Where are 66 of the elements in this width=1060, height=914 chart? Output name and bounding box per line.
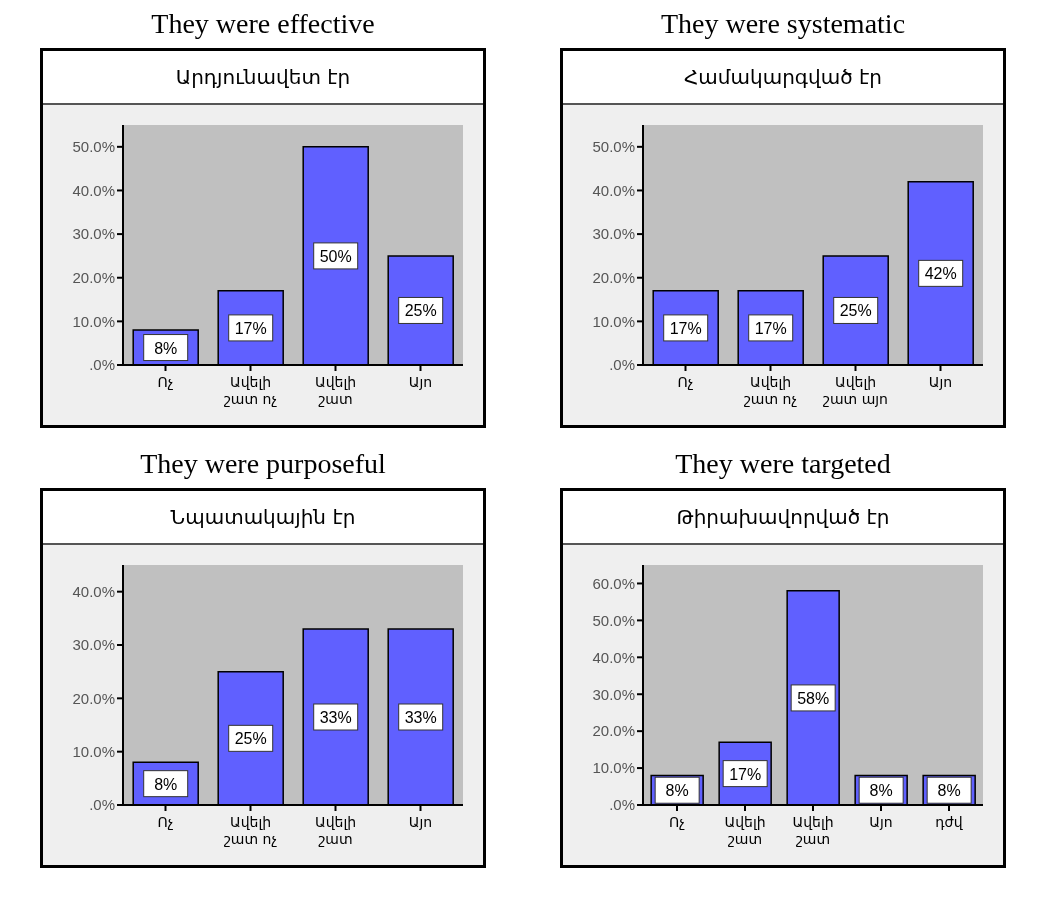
data-label: 58% (797, 689, 830, 707)
y-tick-label: .0% (89, 796, 115, 814)
x-tick-label: Ավելի շատ (314, 814, 357, 847)
data-label: 17% (669, 319, 702, 337)
x-tick-label: Այո (408, 374, 433, 390)
y-tick-label: 40.0% (592, 181, 635, 199)
chart-subtitle: Արդյունավետ էր (43, 51, 483, 105)
x-tick-label: Ոչ (157, 814, 174, 830)
data-label: 8% (937, 782, 961, 800)
data-label: 8% (665, 782, 689, 800)
y-tick-label: .0% (609, 796, 635, 814)
y-tick-label: 10.0% (72, 312, 115, 330)
y-tick-label: 60.0% (592, 574, 635, 592)
y-tick-label: 50.0% (592, 611, 635, 629)
y-tick-label: 10.0% (592, 759, 635, 777)
data-label: 25% (234, 730, 267, 748)
y-tick-label: 40.0% (592, 648, 635, 666)
x-tick-label: Ոչ (677, 374, 694, 390)
data-label: 8% (869, 782, 893, 800)
y-tick-label: 20.0% (592, 269, 635, 287)
x-tick-label: Ավելի շատ ոչ (223, 814, 278, 847)
x-tick-label: Ավելի շատ այո (822, 374, 889, 407)
data-label: 8% (154, 339, 178, 357)
chart-title: They were effective (151, 8, 375, 41)
y-tick-label: 30.0% (72, 636, 115, 654)
chart-title: They were systematic (660, 8, 906, 41)
data-label: 17% (234, 319, 267, 337)
data-label: 17% (729, 765, 762, 783)
chart-subtitle: Թիրախավորված էր (563, 491, 1003, 545)
y-tick-label: 50.0% (72, 138, 115, 156)
data-label: 42% (924, 265, 957, 283)
data-label: 8% (154, 775, 178, 793)
x-tick-label: Ավելի շատ (792, 814, 834, 847)
x-tick-label: Ավելի շատ ոչ (223, 374, 278, 407)
data-label: 25% (839, 302, 872, 320)
y-tick-label: 40.0% (72, 582, 115, 600)
x-tick-label: Ոչ (669, 814, 686, 830)
x-tick-label: Ոչ (157, 374, 174, 390)
data-label: 33% (319, 709, 352, 726)
chart-title: They were purposeful (140, 448, 386, 481)
x-tick-label: Այո (869, 814, 893, 830)
x-tick-label: Ավելի շատ (314, 374, 357, 407)
y-tick-label: 20.0% (592, 722, 635, 740)
y-tick-label: 10.0% (72, 742, 115, 760)
x-tick-label: Ավելի շատ (724, 814, 766, 847)
data-label: 25% (404, 302, 437, 320)
x-tick-label: Ավելի շատ ոչ (743, 374, 798, 407)
y-tick-label: 30.0% (592, 685, 635, 703)
y-tick-label: 50.0% (592, 138, 635, 156)
y-tick-label: 40.0% (72, 181, 115, 199)
data-label: 33% (404, 709, 437, 726)
data-label: 17% (754, 319, 787, 337)
y-tick-label: 20.0% (72, 689, 115, 707)
y-tick-label: 30.0% (592, 225, 635, 243)
chart-title: They were targeted (675, 448, 891, 481)
y-tick-label: .0% (89, 356, 115, 374)
y-tick-label: .0% (609, 356, 635, 374)
x-tick-label: Այո (928, 374, 953, 390)
y-tick-label: 10.0% (592, 312, 635, 330)
x-tick-label: Այո (408, 814, 433, 830)
y-tick-label: 20.0% (72, 269, 115, 287)
y-tick-label: 30.0% (72, 225, 115, 243)
chart-subtitle: Նպատակային էր (43, 491, 483, 545)
chart-subtitle: Համակարգված էր (563, 51, 1003, 105)
x-tick-label: դժվ (935, 814, 964, 830)
data-label: 50% (319, 247, 352, 265)
